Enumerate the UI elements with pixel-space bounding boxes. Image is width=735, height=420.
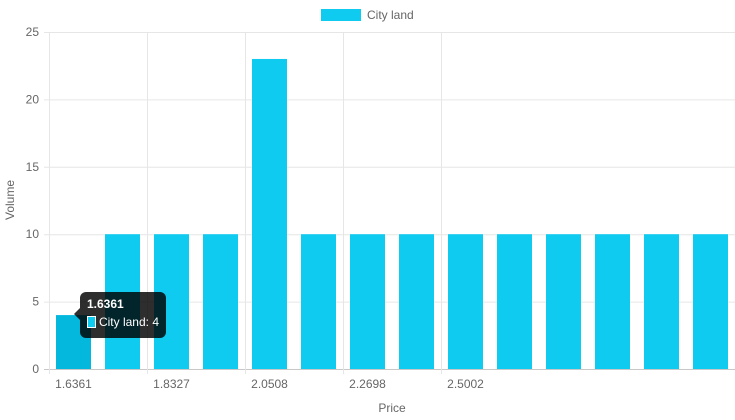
bar-2.8458[interactable] bbox=[595, 234, 630, 369]
bars-group bbox=[56, 58, 728, 370]
tooltip: 1.6361 City land: 4 bbox=[80, 292, 166, 338]
legend-swatch-city-land[interactable] bbox=[321, 9, 361, 21]
x-tick-label: 2.5002 bbox=[447, 377, 484, 391]
tooltip-title: 1.6361 bbox=[87, 297, 124, 311]
x-tick-label: 1.6361 bbox=[55, 377, 92, 391]
bar-1.9310[interactable] bbox=[203, 234, 238, 369]
tooltip-swatch bbox=[87, 316, 96, 328]
y-tick-label: 20 bbox=[26, 92, 40, 106]
bar-2.3850[interactable] bbox=[399, 234, 434, 369]
tooltip-row: City land: 4 bbox=[87, 315, 159, 329]
x-tick-label: 2.2698 bbox=[349, 377, 386, 391]
y-tick-label: 25 bbox=[26, 25, 40, 39]
bar-2.0508[interactable] bbox=[252, 58, 287, 370]
y-axis-ticks: 0 5 10 15 20 25 bbox=[26, 25, 40, 376]
legend[interactable]: City land bbox=[321, 8, 414, 22]
x-axis-ticks: 1.6361 1.8327 2.0508 2.2698 2.5002 bbox=[55, 377, 484, 391]
bar-3.0762[interactable] bbox=[693, 234, 728, 369]
bar-2.9610[interactable] bbox=[644, 234, 679, 369]
y-tick-label: 10 bbox=[26, 227, 40, 241]
bar-2.7306[interactable] bbox=[546, 234, 581, 369]
tooltip-caret bbox=[74, 308, 80, 320]
x-axis-title: Price bbox=[378, 401, 406, 415]
legend-label-city-land[interactable]: City land bbox=[367, 8, 414, 22]
y-axis-title: Volume bbox=[3, 180, 17, 220]
y-tick-label: 0 bbox=[32, 362, 39, 376]
tooltip-label: City land: 4 bbox=[98, 315, 159, 329]
y-tick-label: 5 bbox=[32, 295, 39, 309]
x-tick-label: 1.8327 bbox=[153, 377, 190, 391]
x-tick-label: 2.0508 bbox=[251, 377, 288, 391]
bar-2.1603[interactable] bbox=[301, 234, 336, 369]
bar-2.5002[interactable] bbox=[448, 234, 483, 369]
bar-2.6154[interactable] bbox=[497, 234, 532, 369]
y-tick-label: 15 bbox=[26, 160, 40, 174]
bar-2.2698[interactable] bbox=[350, 234, 385, 369]
